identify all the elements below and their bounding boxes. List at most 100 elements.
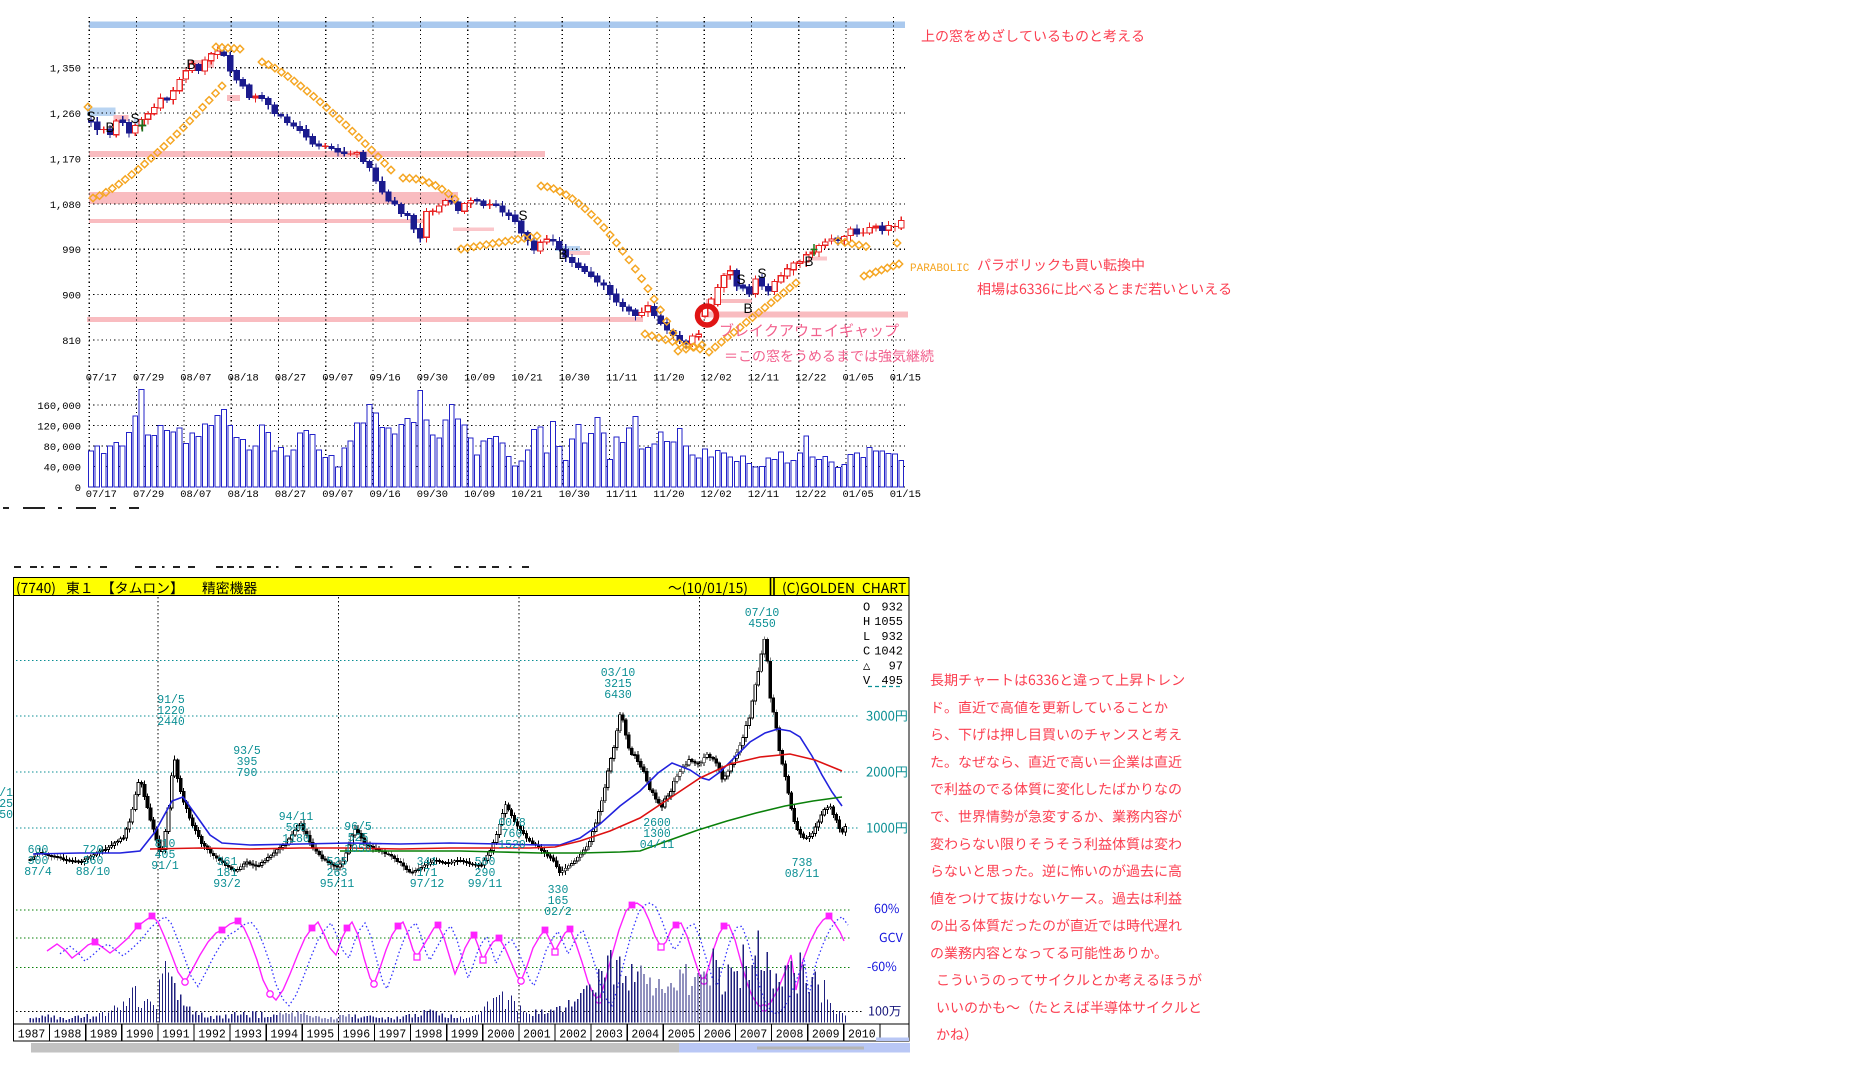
svg-text:60%: 60% [874, 898, 900, 917]
svg-text:2600: 2600 [643, 817, 671, 830]
svg-text:07/29: 07/29 [133, 489, 164, 501]
svg-text:S: S [736, 272, 745, 287]
svg-text:CHART: CHART [862, 577, 906, 597]
svg-text:1987: 1987 [18, 1029, 46, 1042]
svg-text:S: S [86, 109, 95, 124]
svg-text:3215: 3215 [604, 678, 632, 691]
svg-text:【タムロン】: 【タムロン】 [101, 577, 184, 597]
svg-text:11/20: 11/20 [653, 489, 684, 501]
svg-text:1996: 1996 [343, 1029, 371, 1042]
svg-text:東１: 東１ [66, 577, 94, 597]
svg-text:1991: 1991 [162, 1029, 190, 1042]
svg-text:1055: 1055 [874, 615, 903, 629]
svg-text:た。なぜなら、直近で高い＝企業は直近: た。なぜなら、直近で高い＝企業は直近 [930, 752, 1182, 772]
svg-text:10/21: 10/21 [511, 489, 542, 501]
svg-text:12/02: 12/02 [701, 373, 732, 385]
svg-text:相場は6336に比べるとまだ若いといえる: 相場は6336に比べるとまだ若いといえる [977, 279, 1232, 299]
svg-text:変わらない限りそうそう利益体質は変わ: 変わらない限りそうそう利益体質は変わ [930, 834, 1182, 854]
svg-text:1994: 1994 [270, 1029, 298, 1042]
svg-text:S: S [130, 111, 139, 126]
svg-text:～(10/01/15): ～(10/01/15) [668, 577, 748, 597]
svg-text:1989: 1989 [90, 1029, 118, 1042]
svg-text:91/1: 91/1 [151, 860, 179, 873]
svg-text:2001: 2001 [523, 1029, 551, 1042]
svg-text:525: 525 [327, 856, 348, 869]
svg-text:1180: 1180 [282, 833, 310, 846]
svg-text:1998: 1998 [415, 1029, 443, 1042]
svg-text:08/27: 08/27 [275, 489, 306, 501]
svg-text:1300: 1300 [643, 828, 671, 841]
svg-text:1999: 1999 [451, 1029, 479, 1042]
svg-text:810: 810 [155, 838, 176, 851]
svg-text:B: B [804, 254, 813, 269]
svg-text:341: 341 [417, 856, 438, 869]
svg-text:2000: 2000 [487, 1029, 515, 1042]
svg-text:で利益のでる体質に変化したばかりなの: で利益のでる体質に変化したばかりなの [930, 779, 1182, 799]
svg-text:990: 990 [62, 245, 81, 257]
svg-text:10/30: 10/30 [559, 489, 590, 501]
svg-text:07/10: 07/10 [745, 607, 780, 620]
svg-text:08/27: 08/27 [275, 373, 306, 385]
svg-text:40,000: 40,000 [44, 463, 81, 475]
svg-text:263: 263 [327, 867, 348, 880]
svg-text:01/05: 01/05 [843, 373, 874, 385]
svg-text:99/11: 99/11 [468, 878, 503, 891]
svg-text:93/5: 93/5 [233, 745, 261, 758]
svg-text:10/09: 10/09 [464, 373, 495, 385]
svg-text:1,260: 1,260 [50, 109, 81, 121]
svg-text:B: B [186, 57, 195, 72]
svg-text:07/17: 07/17 [86, 489, 117, 501]
svg-text:2003: 2003 [595, 1029, 623, 1042]
svg-text:10/21: 10/21 [511, 373, 542, 385]
svg-text:09/30: 09/30 [417, 373, 448, 385]
svg-text:上の窓をめざしているものと考える: 上の窓をめざしているものと考える [921, 26, 1145, 46]
svg-text:07/17: 07/17 [86, 373, 117, 385]
svg-text:1042: 1042 [874, 645, 903, 659]
svg-text:GCV: GCV [879, 927, 904, 946]
svg-text:2005: 2005 [667, 1029, 695, 1042]
svg-text:11/11: 11/11 [606, 489, 637, 501]
svg-text:2008: 2008 [776, 1029, 804, 1042]
svg-text:1997: 1997 [379, 1029, 407, 1042]
svg-text:2440: 2440 [157, 716, 185, 729]
svg-text:ブレイクアウェイギャップ: ブレイクアウェイギャップ [719, 320, 899, 341]
svg-text:97: 97 [889, 659, 903, 673]
svg-text:600: 600 [28, 844, 49, 857]
svg-text:1992: 1992 [198, 1029, 226, 1042]
svg-text:の出る体質だったのが直近では時代遅れ: の出る体質だったのが直近では時代遅れ [930, 916, 1182, 936]
svg-text:2002: 2002 [559, 1029, 587, 1042]
svg-text:1220: 1220 [157, 705, 185, 718]
svg-text:525: 525 [348, 832, 369, 845]
svg-text:ド。直近で高値を更新していることか: ド。直近で高値を更新していることか [930, 697, 1168, 717]
svg-text:1988: 1988 [54, 1029, 82, 1042]
svg-text:810: 810 [62, 336, 81, 348]
svg-text:120,000: 120,000 [37, 422, 81, 434]
svg-text:10/30: 10/30 [559, 373, 590, 385]
svg-text:01/05: 01/05 [843, 489, 874, 501]
svg-text:932: 932 [881, 601, 903, 615]
svg-text:88/10: 88/10 [76, 866, 111, 879]
svg-text:02/2: 02/2 [544, 906, 572, 919]
svg-text:97/12: 97/12 [410, 878, 445, 891]
svg-text:720: 720 [83, 844, 104, 857]
svg-text:91/5: 91/5 [157, 694, 185, 707]
svg-text:0: 0 [75, 483, 81, 495]
svg-text:1000円: 1000円 [866, 817, 908, 836]
svg-text:1,350: 1,350 [50, 64, 81, 76]
svg-text:171: 171 [417, 867, 438, 880]
svg-text:00/8: 00/8 [498, 817, 526, 830]
svg-text:ら、下げは押し目買いのチャンスと考え: ら、下げは押し目買いのチャンスと考え [930, 725, 1182, 745]
svg-text:パラボリックも買い転換中: パラボリックも買い転換中 [977, 255, 1145, 275]
svg-text:2000円: 2000円 [866, 762, 908, 781]
svg-text:値をつけて抜けないケース。過去は利益: 値をつけて抜けないケース。過去は利益 [930, 888, 1182, 908]
svg-text:かね）: かね） [936, 1025, 978, 1045]
svg-text:B: B [105, 120, 114, 135]
svg-text:-60%: -60% [867, 956, 897, 975]
svg-text:3000円: 3000円 [866, 706, 908, 725]
svg-text:＝この窓をうめるまでは強気継続: ＝この窓をうめるまでは強気継続 [724, 346, 934, 366]
svg-text:1325: 1325 [0, 798, 13, 811]
svg-text:12/11: 12/11 [748, 489, 779, 501]
svg-text:90/1: 90/1 [0, 787, 13, 800]
svg-text:08/07: 08/07 [180, 489, 211, 501]
svg-text:80,000: 80,000 [44, 442, 81, 454]
